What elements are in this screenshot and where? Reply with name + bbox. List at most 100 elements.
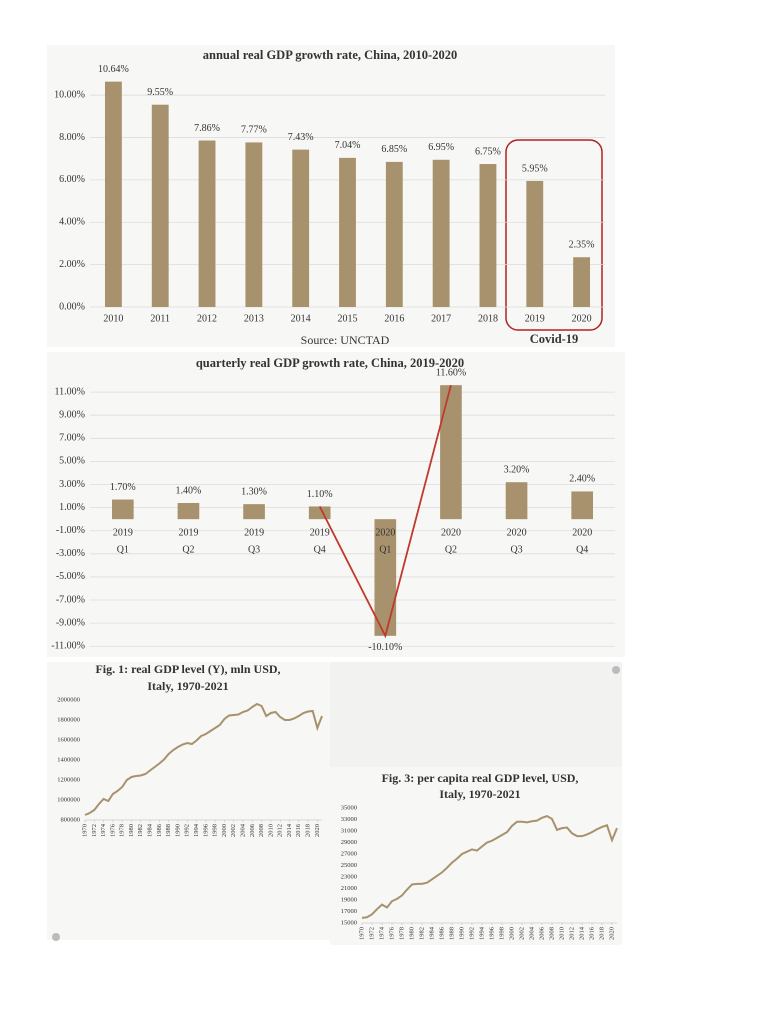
x-tick-label: 1986 (156, 823, 163, 837)
panel (47, 352, 625, 657)
y-tick-label: 9.00% (59, 410, 85, 421)
panel (330, 662, 622, 767)
x-tick-label: 2014 (291, 313, 311, 324)
y-tick-label: 29000 (341, 839, 357, 846)
y-tick-label: 1800000 (57, 716, 80, 723)
y-tick-label: 6.00% (59, 174, 85, 185)
x-tick-label: 1972 (91, 824, 98, 837)
x-tick-label: 2006 (249, 823, 256, 837)
x-tick-label: 2014 (286, 823, 293, 837)
y-tick-label: 11.00% (55, 386, 85, 397)
x-tick-label: 2016 (588, 926, 595, 940)
x-tick-label: Q3 (248, 544, 260, 555)
x-tick-label: 1986 (438, 926, 445, 940)
data-label: -10.10% (368, 642, 402, 653)
x-tick-label: 1982 (418, 927, 425, 940)
x-tick-label: 2008 (258, 824, 265, 837)
x-tick-label: 2020 (572, 527, 592, 538)
x-tick-label: 1970 (81, 824, 88, 837)
x-tick-label: 1976 (388, 926, 395, 940)
chart-title: Fig. 1: real GDP level (Y), mln USD, (95, 662, 280, 676)
y-tick-label: 1000000 (57, 796, 80, 803)
x-tick-label: 2004 (239, 823, 246, 837)
bar (479, 164, 497, 307)
highlight-box (505, 139, 603, 331)
x-tick-label: 1980 (408, 927, 415, 940)
y-tick-label: 21000 (341, 885, 357, 892)
bar (440, 385, 462, 520)
x-tick-label: 1978 (398, 927, 405, 940)
y-tick-label: 17000 (341, 908, 357, 915)
x-tick-label: 2020 (608, 927, 615, 940)
x-tick-label: 2011 (150, 313, 170, 324)
x-tick-label: 1982 (137, 824, 144, 837)
x-tick-label: 1992 (468, 927, 475, 940)
x-tick-label: 1990 (174, 824, 181, 837)
x-tick-label: 2002 (518, 927, 525, 940)
source: Source: UNCTAD (301, 333, 390, 347)
y-tick-label: -9.00% (56, 617, 85, 628)
x-tick-label: Q2 (445, 544, 457, 555)
x-tick-label: Q1 (379, 544, 391, 555)
x-tick-label: 2002 (230, 824, 237, 837)
x-tick-label: 2000 (221, 824, 228, 837)
bar (526, 180, 544, 307)
y-tick-label: 2.00% (59, 259, 85, 270)
bar (385, 161, 403, 307)
x-tick-label: 1978 (119, 824, 126, 837)
x-tick-label: Q3 (510, 544, 522, 555)
data-label: 7.86% (194, 123, 220, 134)
x-tick-label: 1994 (193, 823, 200, 837)
y-tick-label: 25000 (341, 862, 357, 869)
y-tick-label: 31000 (341, 827, 357, 834)
x-tick-label: 2012 (197, 313, 217, 324)
y-tick-label: 0.00% (59, 301, 85, 312)
x-tick-label: 2014 (578, 926, 585, 940)
y-tick-label: 19000 (341, 896, 357, 903)
y-tick-label: -11.00% (51, 641, 85, 652)
x-tick-label: 2017 (431, 313, 451, 324)
y-tick-label: 23000 (341, 873, 357, 880)
x-tick-label: 2020 (507, 527, 527, 538)
x-tick-label: Q4 (576, 544, 588, 555)
y-tick-label: 35000 (341, 804, 357, 811)
icon (612, 666, 620, 674)
y-tick-label: -7.00% (56, 594, 85, 605)
data-label: 6.95% (428, 142, 454, 153)
y-tick-label: 15000 (341, 919, 357, 926)
y-tick-label: 10.00% (54, 89, 85, 100)
y-tick-label: 1400000 (57, 756, 80, 763)
data-label: 7.43% (288, 132, 314, 143)
x-tick-label: 1990 (458, 927, 465, 940)
x-tick-label: 2000 (508, 927, 515, 940)
data-label: 9.55% (147, 87, 173, 98)
data-label: 7.04% (335, 140, 361, 151)
x-tick-label: 1988 (165, 824, 172, 837)
x-tick-label: 2015 (338, 313, 358, 324)
x-tick-label: 2010 (103, 313, 123, 324)
x-tick-label: 1970 (358, 927, 365, 940)
y-tick-label: 5.00% (59, 456, 85, 467)
data-label: 11.60% (436, 367, 466, 378)
x-tick-label: 1996 (202, 823, 209, 837)
data-label: 1.70% (110, 482, 136, 493)
x-tick-label: 1972 (368, 927, 375, 940)
x-tick-label: 1984 (428, 926, 435, 940)
bar (177, 502, 200, 520)
bar (104, 81, 122, 307)
x-tick-label: 2010 (267, 824, 274, 837)
y-tick-label: 1200000 (57, 776, 80, 783)
trend-line (318, 384, 452, 639)
chart-title: quarterly real GDP growth rate, China, 2… (196, 356, 464, 370)
x-tick-label: 1974 (100, 823, 107, 837)
y-tick-label: -3.00% (56, 548, 85, 559)
x-tick-label: 1994 (478, 926, 485, 940)
data-label: 6.85% (381, 144, 407, 155)
chart-title: Italy, 1970-2021 (439, 787, 520, 801)
data-label: 1.10% (307, 489, 333, 500)
line (361, 814, 618, 919)
bar (571, 491, 594, 520)
y-tick-label: 27000 (341, 850, 357, 857)
x-tick-label: 1980 (128, 824, 135, 837)
bar (573, 257, 591, 307)
